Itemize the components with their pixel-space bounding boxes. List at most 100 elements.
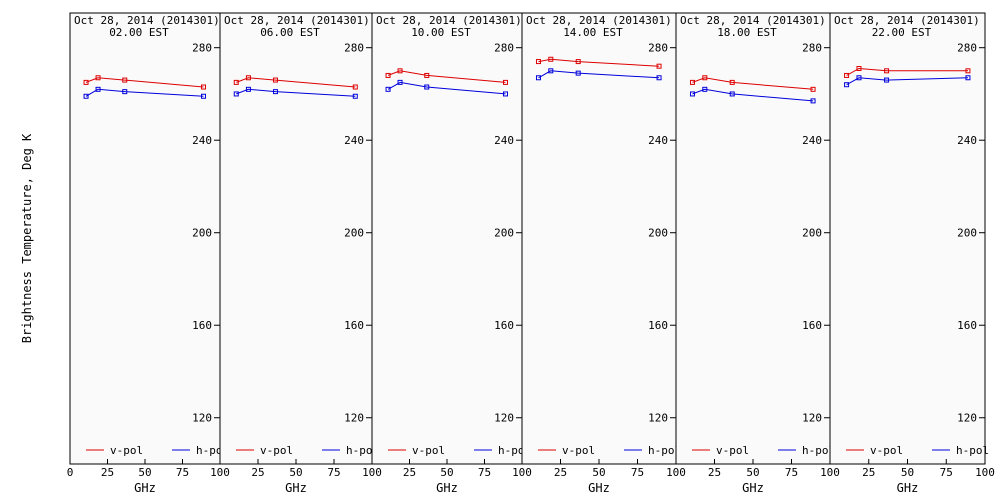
panel-6-series-h-pol-point-3 — [884, 77, 890, 83]
panel-2-series-h-pol-point-1 — [233, 91, 239, 97]
panel-4-ytick-label-280: 280 — [648, 42, 668, 55]
panel-4-xtick-label-50: 50 — [592, 466, 605, 479]
panel-6-ytick-label-200: 200 — [957, 227, 977, 240]
panel-6-xtick-label-25: 25 — [862, 466, 875, 479]
panel-1-series-v-pol-point-2 — [95, 75, 101, 81]
panel-3-ytick-label-240: 240 — [494, 134, 514, 147]
panel-3-series-h-pol-point-4 — [503, 91, 508, 97]
panel-6-ytick-label-120: 120 — [957, 412, 977, 425]
panel-4-ytick-label-240: 240 — [648, 134, 668, 147]
panel-4-series-h-pol-point-1 — [535, 75, 541, 81]
panel-6-frame — [829, 12, 986, 465]
panel-4-xtick-label-75: 75 — [631, 466, 644, 479]
panel-5-ytick-label-160: 160 — [802, 319, 822, 332]
panel-2-title-line2: 06.00 EST — [260, 26, 320, 39]
panel-5-ytick-label-240: 240 — [802, 134, 822, 147]
panel-1-ytick-label-120: 120 — [192, 412, 212, 425]
panel-3-ytick-label-160: 160 — [494, 319, 514, 332]
panel-6-series-v-pol-line — [846, 67, 968, 76]
panel-5-xtick-label-25: 25 — [708, 466, 721, 479]
panel-2-series-v-pol-line — [236, 77, 356, 88]
panel-2-ytick-label-280: 280 — [344, 42, 364, 55]
panel-3-xtick-label-75: 75 — [478, 466, 491, 479]
panel-2-xtick-label-100: 100 — [362, 466, 382, 479]
panel-2-ytick-label-200: 200 — [344, 227, 364, 240]
panel-3-xtick-label-50: 50 — [440, 466, 453, 479]
panel-3-ytick-label-280: 280 — [494, 42, 514, 55]
y-axis-label: Brightness Temperature, Deg K — [20, 133, 34, 343]
panel-2-xtick-label-25: 25 — [251, 466, 264, 479]
panel-2-series-v-pol-point-2 — [245, 75, 251, 81]
panel-2-series-h-pol-line — [236, 88, 356, 97]
panel-5-ytick-label-200: 200 — [802, 227, 822, 240]
panel-1-xtick-label-25: 25 — [101, 466, 114, 479]
panel-4-series-v-pol-point-3 — [575, 59, 581, 65]
panel-1-legend-label-v-pol: v-pol — [110, 444, 143, 457]
panel-4-series-h-pol-point-2 — [548, 68, 554, 74]
panel-2-ytick-label-160: 160 — [344, 319, 364, 332]
panel-6-xtick-label-100: 100 — [975, 466, 995, 479]
panel-1-series-h-pol-line — [85, 88, 204, 97]
panel-1-series-h-pol-point-2 — [95, 86, 101, 92]
panel-5-title-line1: Oct 28, 2014 (2014301) — [680, 14, 826, 27]
panel-6-series-h-pol-point-4 — [965, 75, 971, 81]
panel-3-series-v-pol-point-3 — [424, 72, 430, 78]
panel-1-xtick-label-100: 100 — [210, 466, 230, 479]
panel-2-xtick-label-50: 50 — [289, 466, 302, 479]
panel-1-series-h-pol-point-4 — [201, 93, 206, 99]
panel-4-series-h-pol-point-3 — [575, 70, 581, 76]
panel-5-legend-label-h-pol: h-pol — [802, 444, 835, 457]
panel-1-xtick-label-0: 0 — [67, 466, 74, 479]
panel-6-series-v-pol-point-4 — [965, 68, 971, 74]
panel-5-series-v-pol-point-1 — [689, 79, 695, 85]
panel-2-legend-label-v-pol: v-pol — [260, 444, 293, 457]
panel-5-series-h-pol-point-3 — [729, 91, 735, 97]
panel-1-series-v-pol-point-3 — [122, 77, 128, 83]
panel-2-ytick-label-240: 240 — [344, 134, 364, 147]
panel-4-x-axis-label: GHz — [588, 481, 610, 495]
panel-5-series-v-pol-point-3 — [729, 79, 735, 85]
panel-4-ytick-label-120: 120 — [648, 412, 668, 425]
panel-1-title-line1: Oct 28, 2014 (2014301) — [74, 14, 220, 27]
panel-4-xtick-label-25: 25 — [554, 466, 567, 479]
panel-1-title-line2: 02.00 EST — [109, 26, 169, 39]
panel-2-frame — [219, 12, 373, 465]
panel-3-ytick-label-120: 120 — [494, 412, 514, 425]
panel-3-x-axis-label: GHz — [436, 481, 458, 495]
panel-3-title-line1: Oct 28, 2014 (2014301) — [376, 14, 522, 27]
panel-1-ytick-label-280: 280 — [192, 42, 212, 55]
panel-3-series-v-pol-point-2 — [397, 68, 403, 74]
panel-4-series-v-pol-line — [538, 58, 660, 67]
panel-5-series-h-pol-point-4 — [810, 98, 816, 104]
panel-4-title-line2: 14.00 EST — [563, 26, 623, 39]
panel-1-ytick-label-240: 240 — [192, 134, 212, 147]
panel-1-series-h-pol-point-3 — [122, 89, 128, 95]
panel-3-ytick-label-200: 200 — [494, 227, 514, 240]
panel-4-series-h-pol-point-4 — [656, 75, 662, 81]
panel-6-ytick-label-240: 240 — [957, 134, 977, 147]
panel-4-series-h-pol-line — [538, 70, 660, 79]
panel-2-series-h-pol-point-2 — [245, 86, 251, 92]
panel-5-series-h-pol-line — [692, 88, 814, 102]
panel-2-series-v-pol-point-1 — [233, 79, 239, 85]
panel-5-series-h-pol-point-2 — [702, 86, 708, 92]
panel-1-series-v-pol-point-4 — [201, 84, 206, 90]
panel-4-legend-label-h-pol: h-pol — [648, 444, 681, 457]
panel-6-series-h-pol-point-1 — [844, 82, 850, 88]
panel-3-series-h-pol-point-3 — [424, 84, 430, 90]
panel-4-ytick-label-200: 200 — [648, 227, 668, 240]
panel-2-xtick-label-75: 75 — [327, 466, 340, 479]
panel-6-xtick-label-50: 50 — [901, 466, 914, 479]
panel-6-title-line1: Oct 28, 2014 (2014301) — [834, 14, 980, 27]
panel-2-legend-label-h-pol: h-pol — [346, 444, 379, 457]
panel-1-xtick-label-75: 75 — [176, 466, 189, 479]
panel-6-series-v-pol-point-1 — [844, 72, 850, 78]
panel-5-legend-label-v-pol: v-pol — [716, 444, 749, 457]
panel-2-series-v-pol-point-4 — [352, 84, 358, 90]
panel-6-legend-label-h-pol: h-pol — [956, 444, 989, 457]
panel-4-legend-label-v-pol: v-pol — [562, 444, 595, 457]
panel-1-series-v-pol-line — [85, 77, 204, 88]
panel-3-series-v-pol-line — [387, 70, 506, 83]
